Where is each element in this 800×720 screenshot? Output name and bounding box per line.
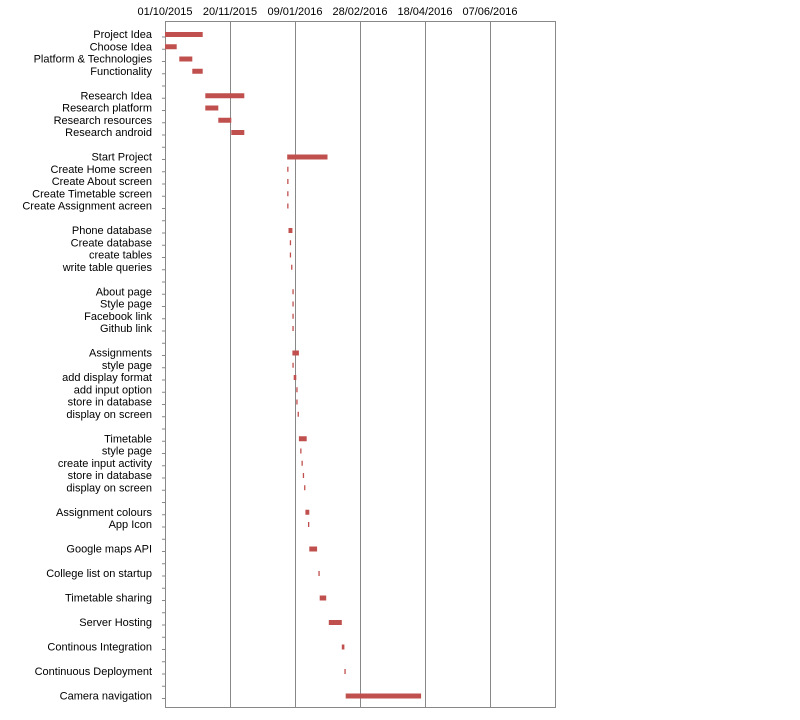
task-label: Research resources: [54, 115, 153, 127]
task-label: Functionality: [90, 66, 152, 78]
task-label: add display format: [62, 372, 152, 384]
task-bar: [292, 326, 294, 331]
task-bar: [345, 693, 422, 699]
task-bar: [292, 350, 299, 356]
task-label: Create About screen: [52, 176, 152, 188]
x-tick-label: 20/11/2015: [203, 6, 257, 18]
task-label: Research android: [65, 127, 152, 139]
task-bar: [292, 301, 294, 307]
task-label: add input option: [74, 384, 152, 396]
task-label: Create Assignment acreen: [22, 201, 152, 213]
task-label: Project Idea: [93, 29, 153, 41]
task-label: Google maps API: [66, 544, 152, 556]
task-bar: [305, 509, 310, 515]
task-label: About page: [96, 286, 152, 298]
task-bar: [289, 240, 292, 246]
task-bar: [293, 375, 297, 380]
task-label: style page: [102, 446, 152, 458]
task-bar: [304, 485, 306, 491]
task-label: Continous Integration: [47, 642, 152, 654]
task-bar: [318, 571, 320, 576]
task-label: display on screen: [66, 482, 152, 494]
x-tick-label: 07/06/2016: [462, 6, 517, 18]
task-bar: [341, 644, 345, 650]
task-label: Server Hosting: [79, 617, 152, 629]
task-bar: [287, 191, 289, 197]
task-bars: [165, 32, 422, 699]
task-bar: [165, 44, 177, 50]
task-bar: [218, 117, 232, 123]
task-bar: [296, 387, 298, 393]
task-label: College list on startup: [46, 568, 152, 580]
x-tick-label: 09/01/2016: [267, 6, 322, 18]
task-bar: [205, 105, 219, 111]
task-bar: [328, 620, 342, 625]
task-label: Github link: [100, 323, 152, 335]
task-bar: [302, 473, 305, 478]
x-tick-label: 28/02/2016: [332, 6, 387, 18]
task-label: Assignments: [89, 348, 152, 360]
task-label: Research Idea: [80, 90, 152, 102]
task-label: Platform & Technologies: [34, 54, 153, 66]
task-label: Assignment colours: [56, 507, 152, 519]
task-bar: [309, 546, 318, 552]
task-bar: [344, 669, 346, 674]
task-label: style page: [102, 360, 152, 372]
task-bar: [192, 68, 203, 74]
task-bar: [288, 228, 293, 233]
task-bar: [298, 436, 307, 442]
task-bar: [287, 203, 289, 209]
task-label: App Icon: [109, 519, 152, 531]
x-tick-label: 18/04/2016: [397, 6, 452, 18]
task-bar: [289, 252, 292, 258]
task-label: display on screen: [66, 409, 152, 421]
task-label: Continuous Deployment: [35, 666, 152, 678]
task-label: Camera navigation: [60, 691, 152, 703]
task-bar: [301, 460, 303, 466]
task-bar: [165, 32, 203, 37]
task-bar: [291, 264, 293, 270]
task-bar: [297, 411, 299, 417]
task-label: store in database: [68, 470, 152, 482]
task-label: write table queries: [62, 262, 153, 274]
grid-layer: [162, 21, 556, 708]
task-label: Style page: [100, 299, 152, 311]
task-label: Create database: [71, 237, 152, 249]
x-tick-labels: 01/10/2015 20/11/2015 09/01/2016 28/02/2016…: [137, 6, 517, 18]
task-bar: [287, 154, 328, 160]
task-label: Research platform: [62, 103, 152, 115]
task-label: Timetable: [104, 433, 152, 445]
x-tick-label: 01/10/2015: [137, 6, 192, 18]
task-bar: [292, 313, 294, 319]
task-label: create tables: [89, 250, 152, 262]
task-bar: [308, 522, 310, 527]
task-label: store in database: [68, 397, 152, 409]
task-label: Create Timetable screen: [32, 188, 152, 200]
task-bar: [179, 56, 193, 62]
task-bar: [231, 130, 245, 135]
task-bar: [300, 448, 302, 454]
task-label: Timetable sharing: [65, 593, 152, 605]
task-bar: [287, 166, 289, 172]
task-label: Phone database: [72, 225, 152, 237]
task-label: Start Project: [91, 152, 152, 164]
task-bar: [205, 93, 245, 99]
task-label: Facebook link: [84, 311, 152, 323]
task-label: Choose Idea: [90, 41, 153, 53]
task-bar: [292, 362, 294, 368]
task-bar: [292, 289, 294, 295]
task-label: create input activity: [58, 458, 153, 470]
task-bar: [296, 399, 298, 405]
task-bar: [319, 595, 327, 601]
task-bar: [287, 179, 289, 184]
task-label: Create Home screen: [51, 164, 153, 176]
